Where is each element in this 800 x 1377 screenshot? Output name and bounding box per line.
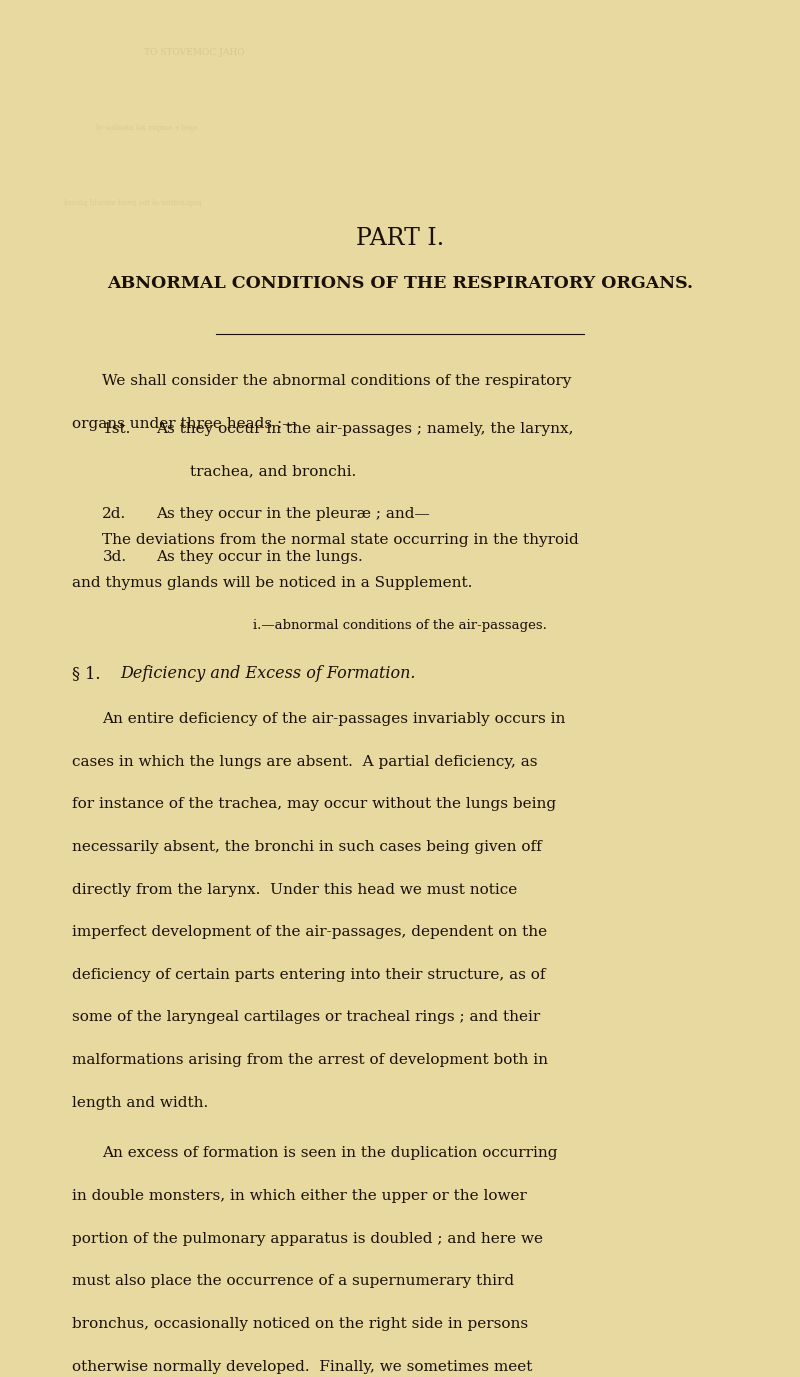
Text: and thymus glands will be noticed in a Supplement.: and thymus glands will be noticed in a S… — [72, 576, 472, 589]
Text: As they occur in the pleuræ ; and—: As they occur in the pleuræ ; and— — [156, 507, 430, 522]
Text: bivoiq bluoda basq sdi lo notisluqoq: bivoiq bluoda basq sdi lo notisluqoq — [64, 200, 202, 208]
Text: some of the laryngeal cartilages or tracheal rings ; and their: some of the laryngeal cartilages or trac… — [72, 1011, 540, 1024]
Text: otherwise normally developed.  Finally, we sometimes meet: otherwise normally developed. Finally, w… — [72, 1359, 532, 1373]
Text: trachea, and bronchi.: trachea, and bronchi. — [190, 464, 357, 479]
Text: lo soibuta lot viqnos s loqe: lo soibuta lot viqnos s loqe — [96, 124, 198, 132]
Text: for instance of the trachea, may occur without the lungs being: for instance of the trachea, may occur w… — [72, 797, 556, 811]
Text: We shall consider the abnormal conditions of the respiratory: We shall consider the abnormal condition… — [102, 375, 572, 388]
Text: § 1.: § 1. — [72, 665, 101, 683]
Text: An excess of formation is seen in the duplication occurring: An excess of formation is seen in the du… — [102, 1147, 558, 1161]
Text: As they occur in the lungs.: As they occur in the lungs. — [156, 549, 362, 563]
Text: The deviations from the normal state occurring in the thyroid: The deviations from the normal state occ… — [102, 533, 579, 548]
Text: necessarily absent, the bronchi in such cases being given off: necessarily absent, the bronchi in such … — [72, 840, 542, 854]
Text: portion of the pulmonary apparatus is doubled ; and here we: portion of the pulmonary apparatus is do… — [72, 1231, 543, 1246]
Text: cases in which the lungs are absent.  A partial deficiency, as: cases in which the lungs are absent. A p… — [72, 755, 538, 768]
Text: bronchus, occasionally noticed on the right side in persons: bronchus, occasionally noticed on the ri… — [72, 1316, 528, 1332]
Text: imperfect development of the air-passages, dependent on the: imperfect development of the air-passage… — [72, 925, 547, 939]
Text: i.—abnormal conditions of the air-passages.: i.—abnormal conditions of the air-passag… — [253, 618, 547, 632]
Text: malformations arising from the arrest of development both in: malformations arising from the arrest of… — [72, 1053, 548, 1067]
Text: As they occur in the air-passages ; namely, the larynx,: As they occur in the air-passages ; name… — [156, 421, 574, 437]
Text: Deficiency and Excess of Formation.: Deficiency and Excess of Formation. — [120, 665, 415, 683]
Text: PART I.: PART I. — [356, 227, 444, 249]
Text: 2d.: 2d. — [102, 507, 126, 522]
Text: directly from the larynx.  Under this head we must notice: directly from the larynx. Under this hea… — [72, 883, 518, 896]
Text: length and width.: length and width. — [72, 1096, 208, 1110]
Text: An entire deficiency of the air-passages invariably occurs in: An entire deficiency of the air-passages… — [102, 712, 566, 726]
Text: 3d.: 3d. — [102, 549, 126, 563]
Text: must also place the occurrence of a supernumerary third: must also place the occurrence of a supe… — [72, 1274, 514, 1289]
Text: ABNORMAL CONDITIONS OF THE RESPIRATORY ORGANS.: ABNORMAL CONDITIONS OF THE RESPIRATORY O… — [107, 275, 693, 292]
Text: deficiency of certain parts entering into their structure, as of: deficiency of certain parts entering int… — [72, 968, 546, 982]
Text: 1st.: 1st. — [102, 421, 130, 437]
Text: organs under three heads :—: organs under three heads :— — [72, 416, 298, 431]
Text: TO STOVEMOC JAHO: TO STOVEMOC JAHO — [144, 48, 245, 56]
Text: in double monsters, in which either the upper or the lower: in double monsters, in which either the … — [72, 1190, 527, 1203]
